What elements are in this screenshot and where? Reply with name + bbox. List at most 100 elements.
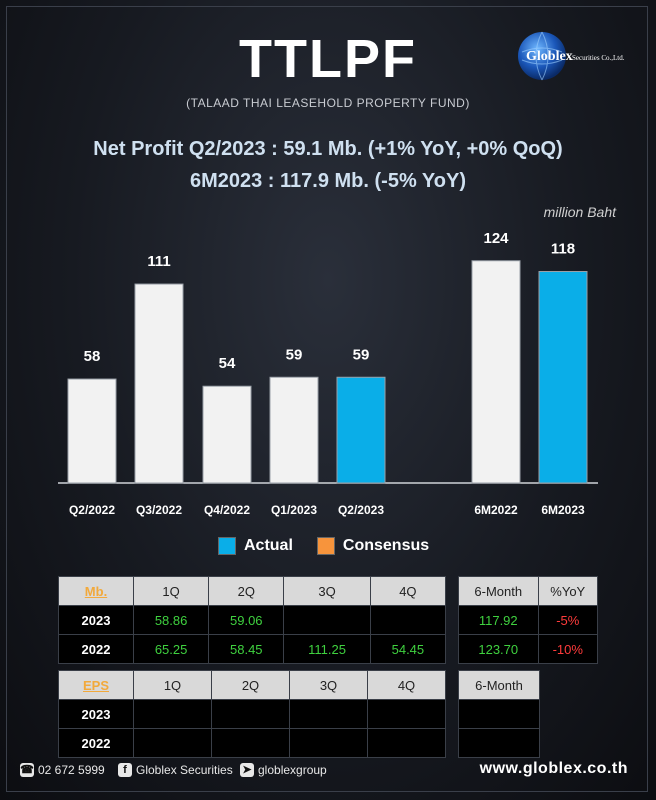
cell-value (367, 699, 446, 729)
globlex-logo: Globlex Securities Co.,Ltd. (518, 31, 625, 81)
cell-value (289, 699, 368, 729)
data-label: 58 (84, 348, 101, 365)
mb-header-label: Mb. (58, 576, 134, 606)
eps-header-2q: 2Q (211, 670, 290, 700)
mb-header-4q: 4Q (369, 576, 447, 606)
bar-q2-2022 (67, 378, 117, 484)
cell-six-month: 123.70 (458, 634, 539, 664)
cell-value: 54.45 (369, 634, 447, 664)
chart-legend: Actual Consensus (218, 537, 429, 555)
cell-value (133, 699, 212, 729)
mb-header-6month: 6-Month (458, 576, 539, 606)
unit-label: million Baht (543, 204, 616, 220)
mb-header-2q: 2Q (208, 576, 285, 606)
website-link[interactable]: www.globlex.co.th (479, 760, 628, 777)
mb-table-header-row: Mb. 1Q 2Q 3Q 4Q (58, 576, 447, 606)
legend-swatch-actual (218, 537, 236, 555)
mb-header-3q: 3Q (283, 576, 371, 606)
footer-telegram[interactable]: ➤ globlexgroup (240, 763, 327, 777)
x-tick-label: Q2/2022 (69, 503, 115, 517)
eps-summary-table: 6-Month (458, 670, 540, 758)
table-row: 123.70 -10% (458, 634, 598, 664)
eps-summary-header-row: 6-Month (458, 670, 540, 700)
page-frame (6, 6, 648, 792)
telegram-handle: globlexgroup (258, 763, 327, 777)
cell-value (211, 728, 290, 758)
x-tick-label: Q2/2023 (338, 503, 384, 517)
cell-value (369, 605, 447, 635)
x-tick-label: Q3/2022 (136, 503, 182, 517)
cell-value: 111.25 (283, 634, 371, 664)
data-label: 59 (286, 346, 303, 363)
row-year: 2022 (58, 728, 134, 758)
facebook-icon: f (118, 763, 132, 777)
data-label: 118 (551, 241, 575, 258)
headline-net-profit-quarter: Net Profit Q2/2023 : 59.1 Mb. (+1% YoY, … (93, 138, 563, 160)
cell-yoy: -10% (537, 634, 598, 664)
table-row: 2023 (58, 699, 446, 729)
cell-value (133, 728, 212, 758)
cell-value: 59.06 (208, 605, 285, 635)
phone-number: 02 672 5999 (38, 763, 105, 777)
eps-table-header-row: EPS 1Q 2Q 3Q 4Q (58, 670, 446, 700)
cell-value (211, 699, 290, 729)
logo-wordmark: Globlex (526, 49, 573, 64)
mb-header-yoy: %YoY (537, 576, 598, 606)
bar-6m2023 (538, 271, 588, 484)
data-label: 59 (353, 346, 370, 363)
table-row (458, 728, 540, 758)
table-row: 2022 65.25 58.45 111.25 54.45 (58, 634, 447, 664)
eps-header-1q: 1Q (133, 670, 212, 700)
mb-summary-table: 6-Month %YoY 117.92 -5% 123.70 -10% (458, 576, 598, 664)
table-row: 117.92 -5% (458, 605, 598, 635)
net-profit-bar-chart: 58 Q2/2022 111 Q3/2022 54 Q4/2022 59 Q1/2023 59 Q… (58, 230, 598, 517)
cell-value (289, 728, 368, 758)
x-tick-label: 6M2022 (474, 503, 518, 517)
eps-header-6month: 6-Month (458, 670, 540, 700)
data-label: 111 (147, 253, 170, 270)
bar-q2-2023 (336, 376, 386, 484)
bar-q4-2022 (202, 385, 252, 484)
cell-six-month (458, 728, 540, 758)
legend-label-consensus: Consensus (342, 537, 430, 554)
row-year: 2022 (58, 634, 134, 664)
cell-value (367, 728, 446, 758)
legend-swatch-consensus (316, 537, 335, 555)
phone-icon: ☎ (20, 763, 34, 777)
eps-header-4q: 4Q (367, 670, 446, 700)
bar-6m2022 (471, 260, 521, 484)
telegram-icon: ➤ (240, 763, 254, 777)
fund-ticker-title: TTLPF (239, 29, 417, 89)
cell-value: 58.45 (208, 634, 285, 664)
bar-q3-2022 (134, 283, 184, 484)
cell-value: 65.25 (132, 634, 210, 664)
row-year: 2023 (58, 699, 134, 729)
eps-header-label: EPS (58, 670, 134, 700)
row-year: 2023 (58, 605, 134, 635)
headline-net-profit-6m: 6M2023 : 117.9 Mb. (-5% YoY) (189, 170, 467, 192)
cell-six-month (458, 699, 540, 729)
mb-quarterly-table: Mb. 1Q 2Q 3Q 4Q 2023 58.86 59.06 2022 65… (58, 576, 447, 664)
fund-full-name: (TALAAD THAI LEASEHOLD PROPERTY FUND) (186, 96, 470, 110)
data-label: 124 (483, 230, 509, 247)
footer-phone: ☎ 02 672 5999 (20, 763, 105, 777)
bar-q1-2023 (269, 376, 319, 484)
table-row: 2022 (58, 728, 446, 758)
legend-label-actual: Actual (244, 537, 293, 554)
facebook-name: Globlex Securities (136, 763, 233, 777)
cell-value (283, 605, 371, 635)
x-tick-label: 6M2023 (541, 503, 585, 517)
x-tick-label: Q1/2023 (271, 503, 317, 517)
eps-header-3q: 3Q (289, 670, 368, 700)
x-tick-label: Q4/2022 (204, 503, 250, 517)
data-label: 54 (219, 355, 236, 372)
logo-suffix: Securities Co.,Ltd. (572, 54, 625, 62)
eps-quarterly-table: EPS 1Q 2Q 3Q 4Q 2023 2022 (58, 670, 446, 758)
footer-facebook[interactable]: f Globlex Securities (118, 763, 233, 777)
table-row: 2023 58.86 59.06 (58, 605, 447, 635)
table-row (458, 699, 540, 729)
cell-value: 58.86 (132, 605, 210, 635)
mb-summary-header-row: 6-Month %YoY (458, 576, 598, 606)
mb-header-1q: 1Q (132, 576, 210, 606)
